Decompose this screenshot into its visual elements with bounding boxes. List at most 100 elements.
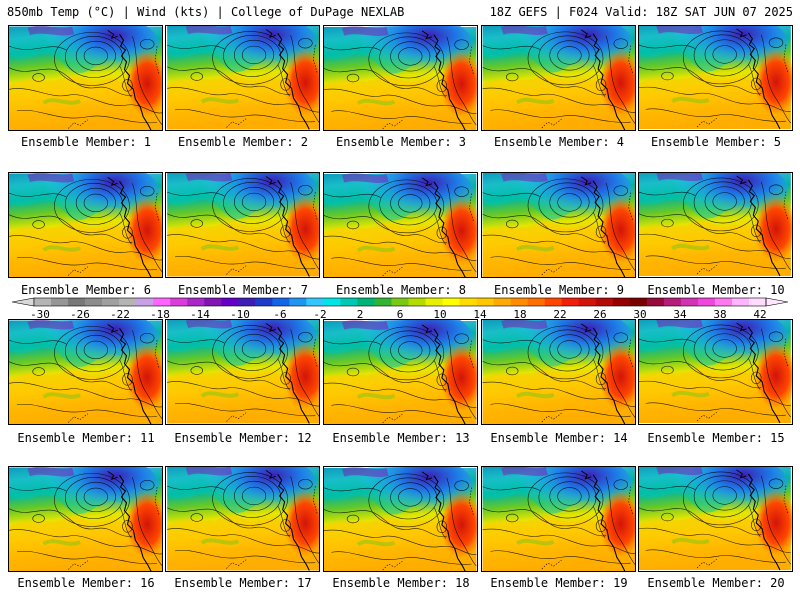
ensemble-member-label: Ensemble Member: 15 [647, 431, 785, 445]
temperature-wind-map [9, 467, 162, 571]
temperature-wind-map [324, 173, 477, 277]
temperature-wind-map [639, 467, 792, 571]
colorbar-tick-label: 10 [433, 308, 446, 321]
colorbar-tick-label: 14 [473, 308, 487, 321]
colorbar-tick-label: -30 [30, 308, 50, 321]
colorbar-tick-label: 26 [593, 308, 606, 321]
colorbar-swatch [272, 298, 290, 306]
colorbar-swatch [595, 298, 614, 306]
ensemble-member-map [638, 466, 793, 572]
valid-time: 18Z GEFS | F024 Valid: 18Z SAT JUN 07 20… [489, 5, 793, 19]
colorbar-tick-label: -10 [230, 308, 250, 321]
colorbar-swatch [408, 298, 426, 306]
colorbar-tick-label: 2 [357, 308, 364, 321]
colorbar-swatch [119, 298, 137, 306]
ensemble-member-map [8, 172, 163, 278]
colorbar-swatch [442, 298, 460, 306]
colorbar-swatch [391, 298, 409, 306]
colorbar-swatch [102, 298, 120, 306]
temperature-wind-map [324, 320, 477, 424]
ensemble-member-label: Ensemble Member: 7 [177, 283, 309, 297]
ensemble-member-label: Ensemble Member: 16 [17, 576, 155, 590]
colorbar-swatch [561, 298, 580, 306]
ensemble-member-map [481, 319, 636, 425]
temperature-wind-map [9, 320, 162, 424]
temperature-wind-map [639, 320, 792, 424]
ensemble-member-label: Ensemble Member: 12 [174, 431, 312, 445]
ensemble-member-map [8, 25, 163, 131]
ensemble-member-map [638, 319, 793, 425]
colorbar-swatch [748, 298, 767, 306]
colorbar-tick-label: 38 [713, 308, 726, 321]
colorbar-swatch [153, 298, 171, 306]
colorbar-swatch [612, 298, 631, 306]
colorbar-swatch [357, 298, 375, 306]
ensemble-member-map [165, 172, 320, 278]
ensemble-member-label: Ensemble Member: 2 [177, 135, 309, 149]
colorbar-swatch [170, 298, 188, 306]
ensemble-member-label: Ensemble Member: 19 [490, 576, 628, 590]
ensemble-member-map [323, 25, 478, 131]
colorbar-tick-label: 22 [553, 308, 566, 321]
ensemble-member-label: Ensemble Member: 9 [493, 283, 625, 297]
ensemble-member-label: Ensemble Member: 14 [490, 431, 628, 445]
ensemble-member-map [323, 319, 478, 425]
temperature-colorbar: -30 -26 -22 -18 -14 -10 -6 -2 2 6 10 14 18 22 26 30 34 38… [11, 297, 789, 321]
ensemble-member-map [8, 466, 163, 572]
colorbar-swatch [323, 298, 341, 306]
colorbar-tick-label: -6 [273, 308, 286, 321]
colorbar-swatch [255, 298, 273, 306]
colorbar-tick-label: 30 [633, 308, 646, 321]
ensemble-member-label: Ensemble Member: 18 [332, 576, 470, 590]
temperature-wind-map [166, 26, 319, 130]
colorbar-tick-label: 6 [397, 308, 404, 321]
temperature-wind-map [482, 467, 635, 571]
colorbar-tick-label: -26 [70, 308, 90, 321]
colorbar-swatch [476, 298, 494, 306]
colorbar-swatch [51, 298, 69, 306]
colorbar-swatch [459, 298, 477, 306]
temperature-wind-map [166, 467, 319, 571]
ensemble-member-map [323, 466, 478, 572]
ensemble-member-label: Ensemble Member: 13 [332, 431, 470, 445]
colorbar-swatch [238, 298, 256, 306]
colorbar-tick-label: 34 [673, 308, 687, 321]
ensemble-member-label: Ensemble Member: 3 [335, 135, 467, 149]
temperature-wind-map [166, 173, 319, 277]
colorbar-swatch [578, 298, 597, 306]
ensemble-member-label: Ensemble Member: 8 [335, 283, 467, 297]
ensemble-member-map [165, 25, 320, 131]
colorbar-right-arrow [765, 297, 789, 307]
ensemble-member-label: Ensemble Member: 6 [20, 283, 152, 297]
colorbar-tick-label: -2 [313, 308, 326, 321]
colorbar-tick-label: -14 [190, 308, 210, 321]
colorbar-swatch [629, 298, 648, 306]
temperature-wind-map [9, 26, 162, 130]
colorbar-swatch [697, 298, 716, 306]
colorbar-swatch [204, 298, 222, 306]
colorbar-tick-label: -22 [110, 308, 130, 321]
ensemble-member-label: Ensemble Member: 11 [17, 431, 155, 445]
colorbar-swatch [187, 298, 205, 306]
temperature-wind-map [324, 26, 477, 130]
ensemble-member-label: Ensemble Member: 20 [647, 576, 785, 590]
colorbar-swatch [340, 298, 358, 306]
ensemble-member-map [638, 25, 793, 131]
ensemble-member-label: Ensemble Member: 10 [647, 283, 785, 297]
ensemble-member-label: Ensemble Member: 1 [20, 135, 152, 149]
ensemble-member-map [481, 25, 636, 131]
ensemble-member-map [638, 172, 793, 278]
colorbar-swatch [425, 298, 443, 306]
colorbar-swatch [221, 298, 239, 306]
temperature-wind-map [482, 26, 635, 130]
colorbar-swatch [68, 298, 86, 306]
colorbar-left-arrow [11, 297, 35, 307]
ensemble-member-map [165, 466, 320, 572]
colorbar-swatch [510, 298, 528, 306]
colorbar-swatch [306, 298, 324, 306]
temperature-wind-map [482, 320, 635, 424]
colorbar-tick-label: -18 [150, 308, 170, 321]
ensemble-member-map [8, 319, 163, 425]
ensemble-member-map [323, 172, 478, 278]
ensemble-member-map [481, 466, 636, 572]
